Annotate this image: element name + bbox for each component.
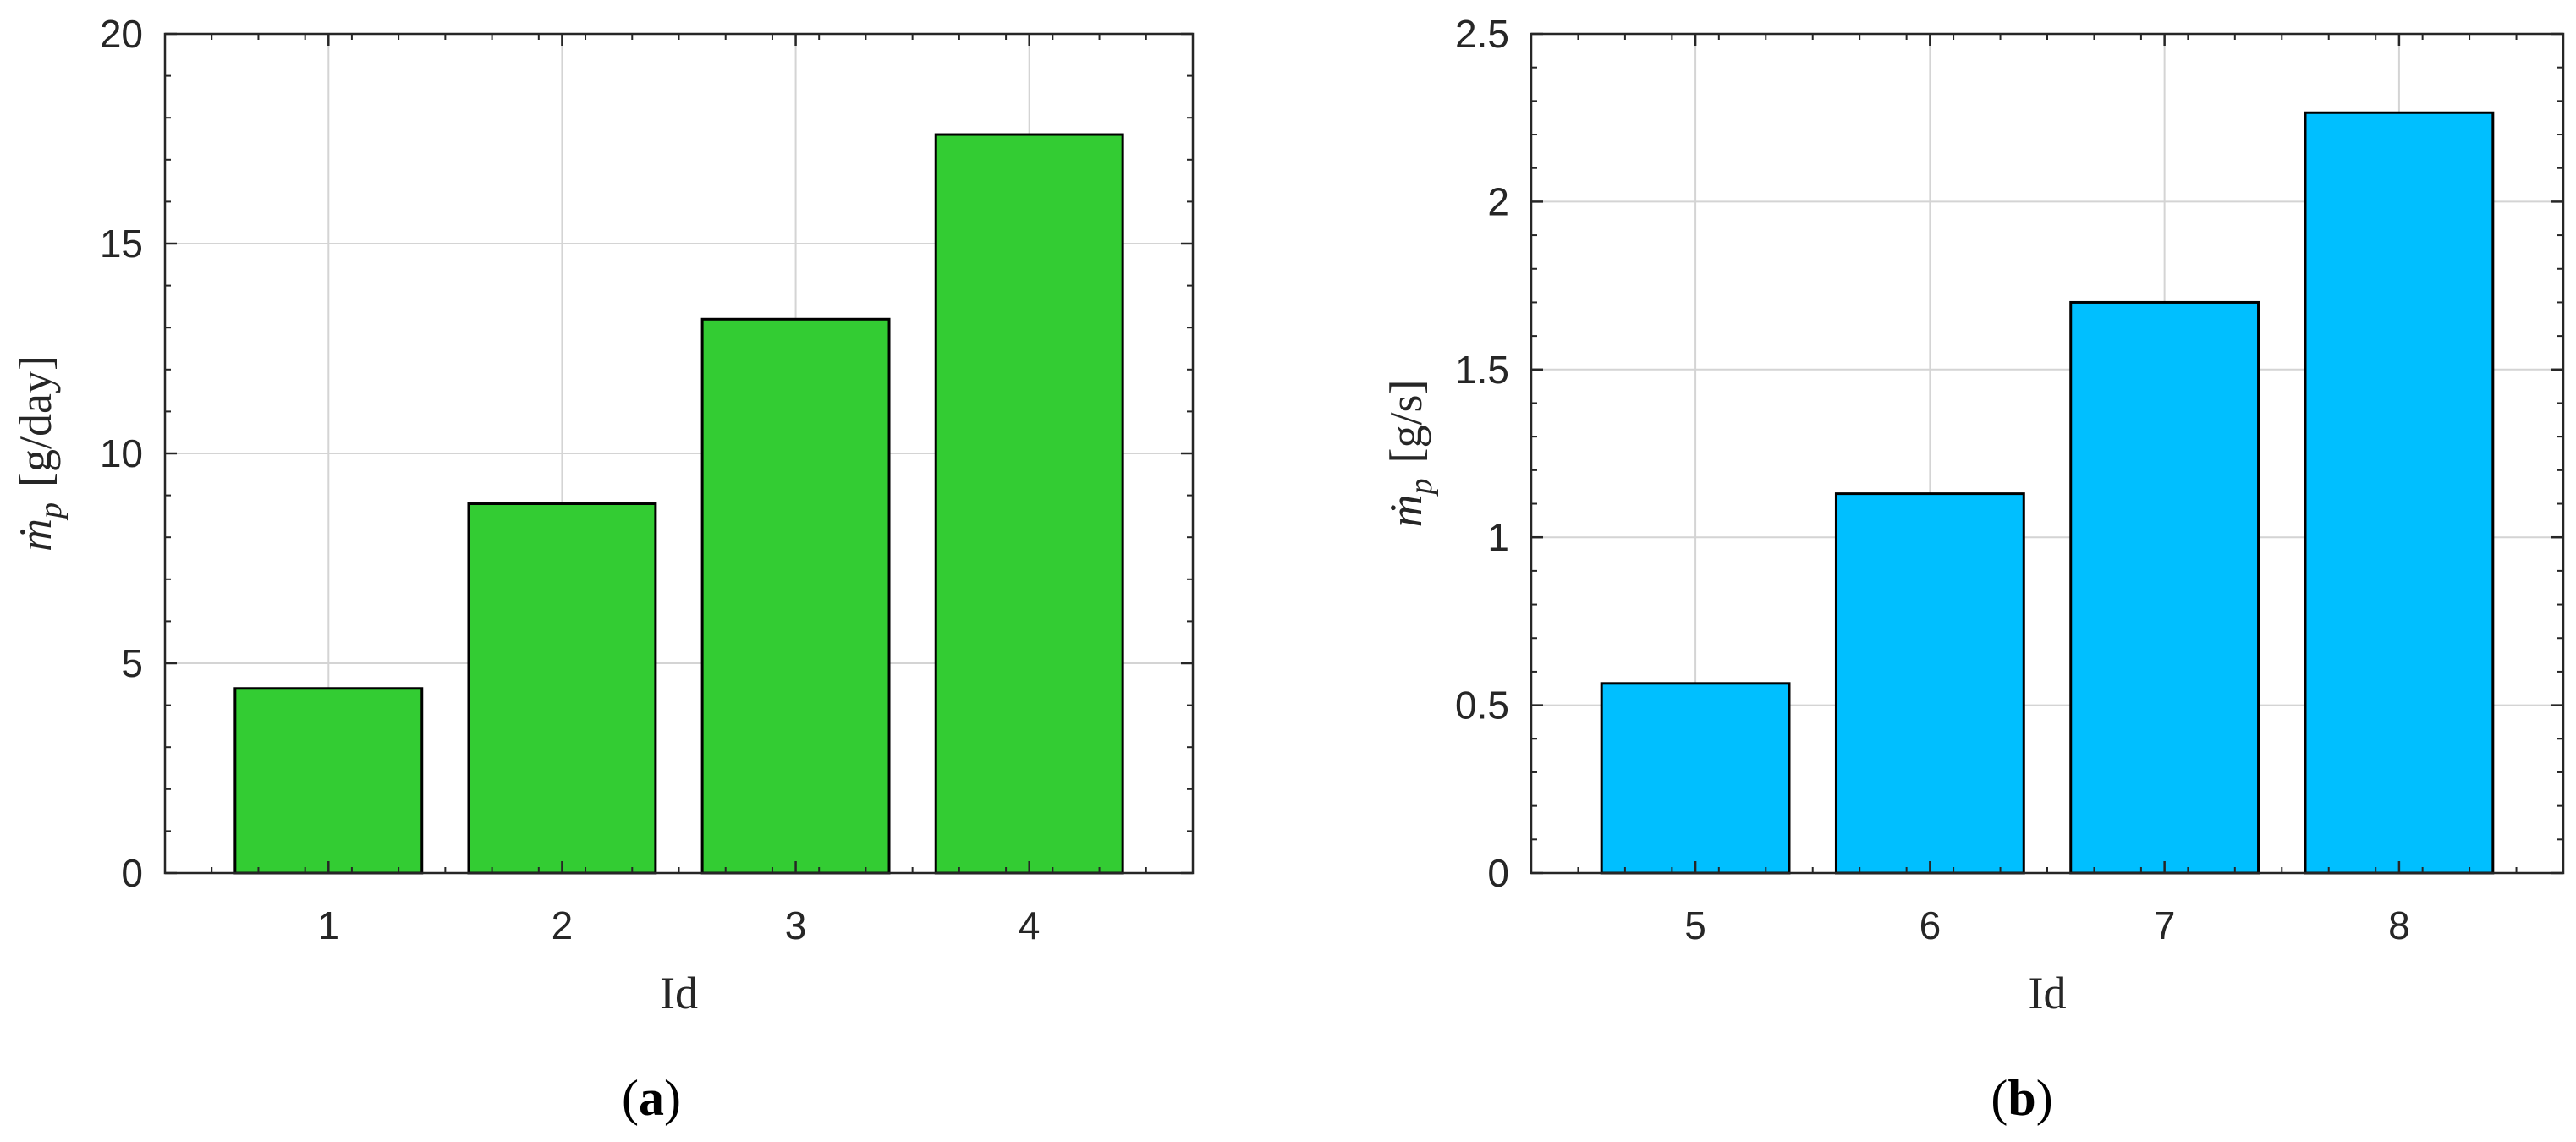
y-axis-label-subscript: p bbox=[1403, 478, 1439, 497]
y-tick-label: 0.5 bbox=[1455, 684, 1509, 727]
y-tick-label: 2.5 bbox=[1455, 12, 1509, 56]
caption-paren-close: ) bbox=[664, 1070, 681, 1126]
x-tick-label: 1 bbox=[317, 903, 339, 947]
caption-letter: b bbox=[2008, 1070, 2035, 1126]
y-axis-label: ṁp [g/s] bbox=[1381, 380, 1439, 528]
y-tick-label: 1.5 bbox=[1455, 348, 1509, 392]
x-axis-label: Id bbox=[660, 968, 698, 1018]
caption-paren-close: ) bbox=[2036, 1070, 2053, 1126]
x-tick-label: 2 bbox=[552, 903, 574, 947]
bar-6 bbox=[1834, 492, 2025, 875]
y-tick-label: 5 bbox=[121, 641, 143, 685]
x-tick-label: 3 bbox=[785, 903, 807, 947]
y-tick-label: 0 bbox=[121, 851, 143, 895]
bar-7 bbox=[2069, 300, 2260, 875]
panel-caption: (b) bbox=[1991, 1070, 2052, 1126]
caption-paren-open: ( bbox=[1991, 1070, 2008, 1126]
x-tick-label: 7 bbox=[2154, 903, 2176, 947]
bar-5 bbox=[1600, 682, 1791, 875]
x-tick-label: 5 bbox=[1684, 903, 1706, 947]
y-axis-label-symbol: ṁ bbox=[1381, 494, 1431, 527]
y-axis-label: ṁp [g/day] bbox=[10, 355, 69, 552]
x-tick-label: 6 bbox=[1920, 903, 1942, 947]
x-axis-label: Id bbox=[2029, 968, 2067, 1018]
y-tick-label: 15 bbox=[100, 222, 143, 266]
y-tick-label: 2 bbox=[1487, 179, 1509, 223]
bar-2 bbox=[467, 502, 657, 875]
chart-panel-b: 0 0.5 1 1.5 2 2.5 5 6 7 8 Id ṁp [g/s] (b) bbox=[1381, 12, 2565, 1126]
x-tick-label: 8 bbox=[2388, 903, 2410, 947]
bar-8 bbox=[2304, 111, 2495, 875]
y-axis-label-subscript: p bbox=[33, 502, 69, 521]
caption-letter: a bbox=[639, 1070, 664, 1126]
chart-panel-a: 0 5 10 15 20 1 2 3 4 Id ṁp [g/day] (a) bbox=[10, 12, 1195, 1126]
y-axis-label-symbol: ṁ bbox=[10, 519, 61, 552]
bar-4 bbox=[934, 133, 1124, 875]
y-tick-label: 1 bbox=[1487, 515, 1509, 559]
y-axis-label-unit: [g/day] bbox=[10, 355, 61, 487]
panel-caption: (a) bbox=[622, 1070, 681, 1126]
bar-1 bbox=[233, 687, 424, 875]
y-axis-label-unit: [g/s] bbox=[1381, 380, 1431, 464]
y-tick-label: 20 bbox=[100, 12, 143, 56]
y-tick-label: 0 bbox=[1487, 851, 1509, 895]
y-tick-label: 10 bbox=[100, 431, 143, 475]
bar-3 bbox=[700, 317, 891, 875]
x-tick-label: 4 bbox=[1019, 903, 1041, 947]
caption-paren-open: ( bbox=[622, 1070, 639, 1126]
